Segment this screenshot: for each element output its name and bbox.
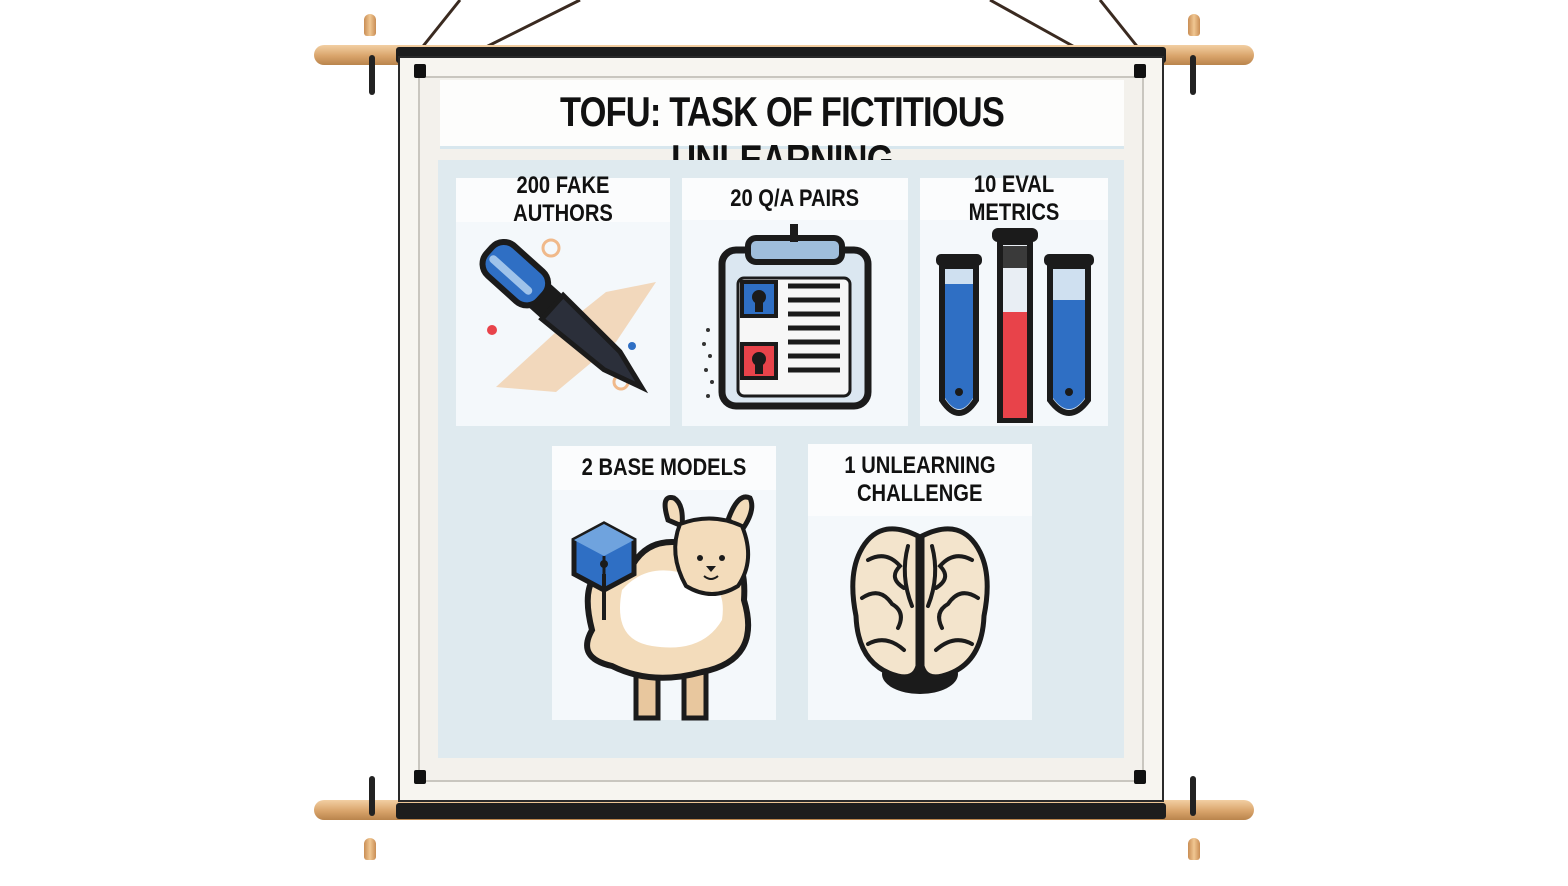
bottom-right-pin (1190, 776, 1196, 816)
card-label: 20 Q/A PAIRS (682, 178, 908, 220)
top-left-pin (369, 55, 375, 95)
llama-icon (571, 494, 755, 721)
card-label: 200 FAKE AUTHORS (456, 172, 670, 227)
top-right-pin (1190, 55, 1196, 95)
top-left-knob (364, 14, 376, 36)
bottom-right-knob (1188, 838, 1200, 860)
top-right-knob (1188, 14, 1200, 36)
bottom-left-knob (364, 838, 376, 860)
card-eval-metrics: 10 EVAL METRICS (920, 171, 1108, 426)
clip-bl (414, 770, 426, 784)
card-fake-authors: 200 FAKE AUTHORS (456, 172, 670, 426)
clip-tr (1134, 64, 1146, 78)
clipboard-icon (702, 224, 872, 410)
test-tubes-icon (936, 228, 1094, 423)
card-unlearning-challenge: 1 UNLEARNING CHALLENGE (808, 444, 1032, 720)
clip-tl (414, 64, 426, 78)
card-label: 10 EVAL METRICS (920, 171, 1108, 226)
pen-icon (479, 238, 656, 394)
bottom-left-pin (369, 776, 375, 816)
bottom-rod-bar (396, 803, 1166, 819)
title-band (440, 80, 1124, 149)
card-base-models: 2 BASE MODELS (552, 446, 776, 721)
clip-br (1134, 770, 1146, 784)
card-label: 2 BASE MODELS (552, 446, 776, 490)
brain-icon (850, 526, 990, 694)
card-qa-pairs: 20 Q/A PAIRS (682, 178, 908, 426)
card-label: 1 UNLEARNING CHALLENGE (808, 444, 1032, 516)
